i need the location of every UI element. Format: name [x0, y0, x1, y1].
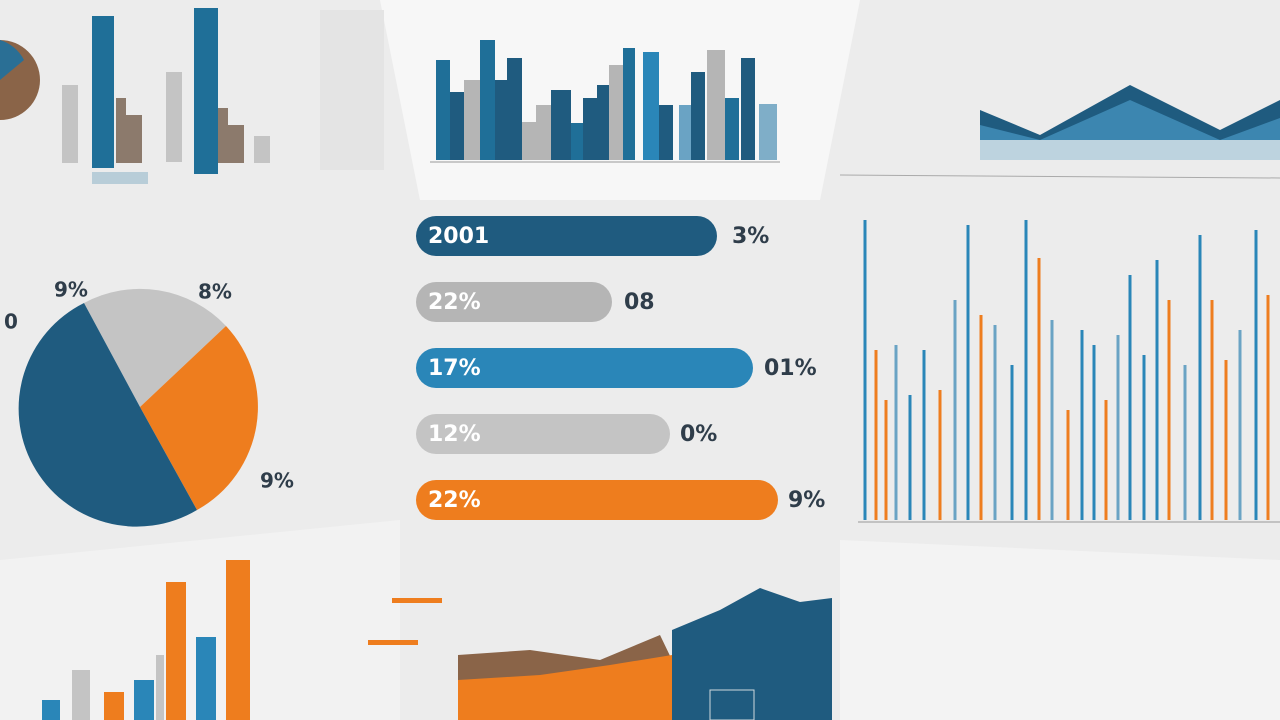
top-left-bars	[0, 8, 270, 184]
bar	[416, 348, 753, 388]
bar	[416, 480, 778, 520]
bar-value: 3%	[732, 224, 769, 249]
pie-label: 8%	[198, 280, 232, 304]
pie-label: 0	[4, 310, 18, 334]
pie-label: 9%	[54, 278, 88, 302]
bar	[416, 282, 612, 322]
pie-chart	[18, 288, 258, 527]
bar	[416, 216, 717, 256]
bar-value: 08	[624, 290, 655, 315]
bottom-area-chart	[368, 588, 832, 720]
top-bar-chart	[320, 10, 780, 170]
bar-value: 01%	[764, 356, 817, 381]
bar-label: 22%	[428, 290, 481, 315]
pie-label: 9%	[260, 469, 294, 493]
percent-bars: 2001 3% 22% 08 17% 01% 12% 0% 22% 9%	[416, 216, 825, 520]
top-right-area	[839, 85, 1280, 179]
bar-label: 17%	[428, 356, 481, 381]
bottom-left-bars	[42, 560, 250, 720]
bar	[416, 414, 670, 454]
bar-label: 2001	[428, 224, 489, 249]
bar-label: 12%	[428, 422, 481, 447]
pie-labels: 9% 8% 0 9%	[4, 278, 294, 493]
bar-label: 22%	[428, 488, 481, 513]
bar-value: 9%	[788, 488, 825, 513]
bar-value: 0%	[680, 422, 717, 447]
spike-chart	[858, 220, 1280, 523]
